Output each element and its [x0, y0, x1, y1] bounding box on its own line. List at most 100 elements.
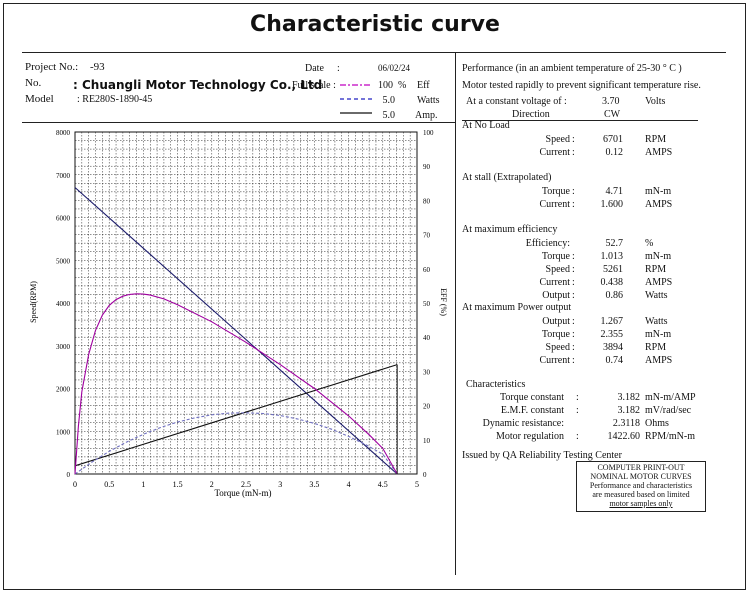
char-label: Torque constant: [499, 392, 564, 403]
row-value: 1.267: [600, 316, 624, 327]
char-label: E.M.F. constant: [500, 405, 564, 416]
x-tick-label: 0.5: [104, 480, 114, 489]
x-tick-label: 5: [415, 480, 419, 489]
row-separator: :: [572, 186, 575, 197]
perf-line2: Motor tested rapidly to prevent signific…: [462, 80, 701, 91]
legend-watts-value: 5.0: [382, 95, 396, 106]
row-value: 2.355: [600, 329, 624, 340]
char-unit: mN-m/AMP: [645, 392, 696, 403]
x-tick-label: 4.5: [378, 480, 388, 489]
project-label: Project No.:: [25, 61, 79, 73]
plot-border: [74, 131, 418, 475]
row-label: Efficiency:: [525, 238, 570, 249]
row-separator: :: [572, 134, 575, 145]
y-left-tick-label: 2000: [56, 386, 71, 394]
x-tick-label: 2: [210, 480, 214, 489]
x-tick-label: 4: [347, 480, 351, 489]
row-unit: AMPS: [645, 277, 673, 288]
row-label: Output: [542, 290, 570, 301]
date-label: Date: [305, 63, 324, 74]
row-unit: Watts: [645, 316, 668, 327]
chart-series: [74, 187, 398, 475]
stamp-line: COMPUTER PRINT-OUT: [597, 463, 685, 472]
stamp-line: NOMINAL MOTOR CURVES: [590, 472, 692, 481]
y-right-tick-label: 20: [423, 403, 431, 411]
y-right-tick-label: 40: [423, 334, 431, 342]
x-tick-label: 0: [73, 480, 77, 489]
legend-amp-name: Amp.: [415, 110, 438, 121]
legend-eff-value: 100: [378, 80, 393, 91]
row-value: 0.438: [600, 277, 624, 288]
char-value: 3.182: [617, 392, 641, 403]
row-unit: mN-m: [645, 329, 672, 340]
row-separator: :: [572, 342, 575, 353]
x-tick-label: 3.5: [309, 480, 319, 489]
date-value: 06/02/24: [378, 63, 411, 73]
legend-watts-name: Watts: [417, 95, 440, 106]
x-tick-label: 1: [141, 480, 145, 489]
stamp-line: motor samples only: [609, 499, 673, 508]
document-frame: [3, 3, 746, 590]
section-title: At stall (Extrapolated): [462, 172, 552, 183]
row-unit: AMPS: [645, 147, 673, 158]
row-unit: mN-m: [645, 186, 672, 197]
title-divider: [22, 52, 726, 53]
row-label: Torque: [541, 329, 570, 340]
series-line-output: [74, 412, 398, 475]
row-separator: :: [572, 199, 575, 210]
char-label: Dynamic resistance:: [482, 418, 564, 429]
row-label: Current: [539, 277, 570, 288]
row-separator: :: [572, 329, 575, 340]
panel-divider-line: [462, 120, 698, 121]
x-axis-label: Torque (mN-m): [214, 488, 271, 498]
row-label: Current: [539, 147, 570, 158]
row-label: Current: [539, 355, 570, 366]
row-unit: AMPS: [645, 355, 673, 366]
legend-swatches: [340, 84, 372, 114]
y-left-tick-label: 5000: [56, 257, 71, 265]
series-line-efficiency: [74, 293, 398, 475]
row-separator: :: [572, 277, 575, 288]
char-value: 1422.60: [607, 431, 641, 442]
date-sep: :: [337, 63, 340, 74]
row-value: 52.7: [605, 238, 624, 249]
y-left-tick-label: 0: [67, 471, 71, 479]
row-unit: %: [645, 238, 654, 249]
series-line-current: [74, 364, 398, 467]
section-title: At maximum efficiency: [462, 224, 558, 235]
x-tick-label: 3: [278, 480, 282, 489]
perf-line1: Performance (in an ambient temperature o…: [462, 63, 682, 74]
char-value: 2.3118: [612, 418, 640, 429]
row-separator: :: [572, 316, 575, 327]
y-right-tick-label: 80: [423, 197, 431, 205]
row-value: 0.74: [605, 355, 624, 366]
row-unit: RPM: [645, 134, 667, 145]
y-left-tick-label: 3000: [56, 343, 71, 351]
row-label: Speed: [545, 134, 570, 145]
row-value: 0.12: [605, 147, 624, 158]
y-right-tick-label: 0: [423, 471, 427, 479]
y-left-tick-label: 7000: [56, 172, 71, 180]
row-value: 6701: [603, 134, 623, 145]
page-title: Characteristic curve: [250, 12, 500, 37]
row-value: 0.86: [605, 290, 624, 301]
char-unit: RPM/mN-m: [645, 431, 696, 442]
x-tick-label: 1.5: [173, 480, 183, 489]
stamp-line: Performance and characteristics: [589, 481, 693, 490]
row-separator: :: [572, 264, 575, 275]
printout-stamp: COMPUTER PRINT-OUT NOMINAL MOTOR CURVES …: [576, 461, 706, 512]
y-left-tick-label: 4000: [56, 300, 71, 308]
y-left-tick-label: 6000: [56, 215, 71, 223]
row-value: 1.600: [600, 199, 624, 210]
row-unit: RPM: [645, 264, 667, 275]
char-label: Motor regulation: [495, 431, 564, 442]
const-voltage-value: 3.70: [602, 96, 620, 107]
y-left-tick-label: 8000: [56, 129, 71, 137]
legend-eff-name: Eff: [417, 80, 430, 91]
row-separator: :: [572, 251, 575, 262]
chart-ticks: 0 0.5 1 1.5 2 2.5 3 3.5 4 4.5 50100020003000400050…: [56, 129, 434, 489]
const-voltage-unit: Volts: [645, 96, 666, 107]
chart-grid: [74, 131, 418, 475]
row-unit: AMPS: [645, 199, 673, 210]
stamp-line: are measured based on limited: [592, 490, 690, 499]
